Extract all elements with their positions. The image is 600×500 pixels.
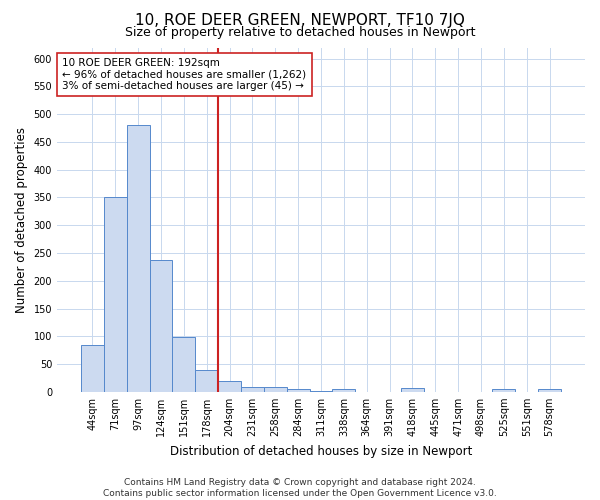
- Bar: [493, 389, 515, 392]
- Text: 10 ROE DEER GREEN: 192sqm
← 96% of detached houses are smaller (1,262)
3% of sem: 10 ROE DEER GREEN: 192sqm ← 96% of detac…: [62, 58, 307, 91]
- Bar: [310, 390, 332, 392]
- Bar: [104, 198, 127, 392]
- Bar: [127, 125, 149, 392]
- Bar: [401, 388, 424, 392]
- Bar: [241, 387, 264, 392]
- Bar: [81, 344, 104, 392]
- Bar: [218, 380, 241, 392]
- Bar: [172, 338, 196, 392]
- X-axis label: Distribution of detached houses by size in Newport: Distribution of detached houses by size …: [170, 444, 472, 458]
- Text: Size of property relative to detached houses in Newport: Size of property relative to detached ho…: [125, 26, 475, 39]
- Bar: [264, 388, 287, 392]
- Bar: [332, 389, 355, 392]
- Text: 10, ROE DEER GREEN, NEWPORT, TF10 7JQ: 10, ROE DEER GREEN, NEWPORT, TF10 7JQ: [135, 12, 465, 28]
- Bar: [149, 260, 172, 392]
- Bar: [538, 389, 561, 392]
- Y-axis label: Number of detached properties: Number of detached properties: [15, 126, 28, 312]
- Bar: [287, 389, 310, 392]
- Bar: [196, 370, 218, 392]
- Text: Contains HM Land Registry data © Crown copyright and database right 2024.
Contai: Contains HM Land Registry data © Crown c…: [103, 478, 497, 498]
